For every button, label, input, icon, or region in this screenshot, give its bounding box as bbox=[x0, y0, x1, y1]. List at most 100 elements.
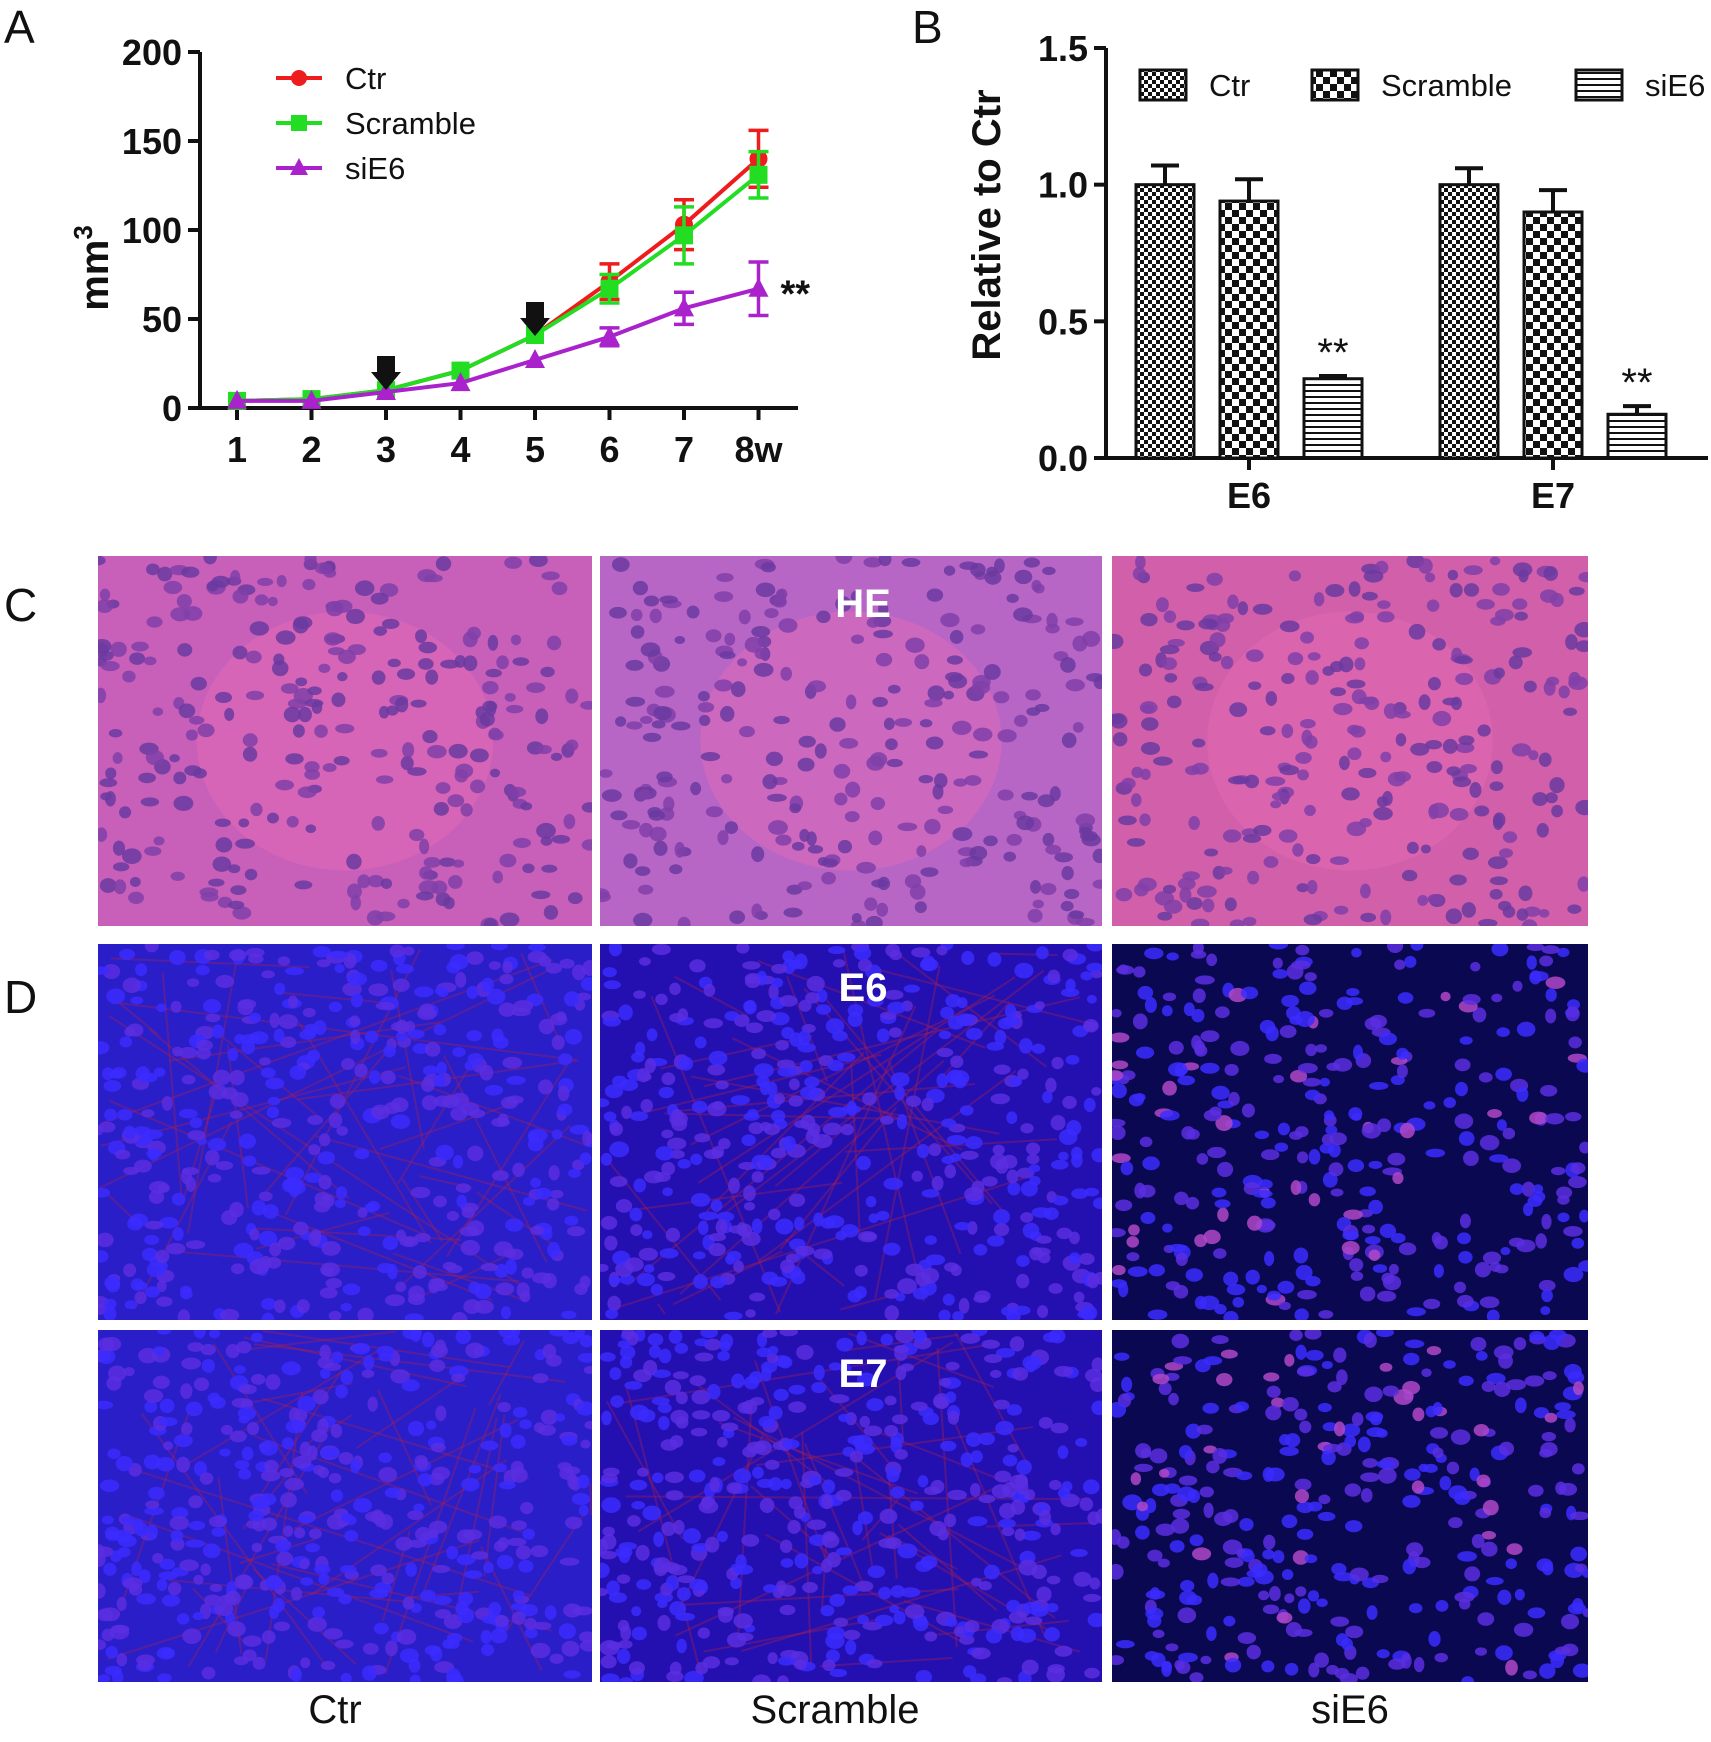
cell-nucleus bbox=[1291, 960, 1311, 970]
cell-nucleus bbox=[1491, 993, 1503, 1003]
cell-nucleus bbox=[98, 1608, 114, 1622]
cell-nucleus bbox=[1087, 1511, 1100, 1526]
stain-fiber bbox=[724, 969, 1045, 1214]
cell-nucleus bbox=[1448, 1517, 1463, 1529]
cell-nucleus bbox=[1549, 1330, 1567, 1340]
cell-nucleus bbox=[156, 1280, 167, 1293]
cell-nucleus bbox=[251, 1200, 267, 1216]
cell-nucleus bbox=[636, 1272, 655, 1287]
cell-nucleus bbox=[1431, 1231, 1442, 1245]
cell-nucleus bbox=[1541, 945, 1560, 955]
cell-nucleus bbox=[773, 1388, 789, 1402]
cell-nucleus bbox=[203, 949, 220, 961]
cell-nucleus bbox=[1482, 1251, 1502, 1265]
cell-nucleus bbox=[551, 581, 568, 596]
cell-nucleus bbox=[600, 1352, 616, 1362]
cell-nucleus bbox=[510, 1434, 526, 1449]
cell-nucleus bbox=[450, 1107, 468, 1121]
cell-nucleus bbox=[707, 1064, 726, 1076]
cell-nucleus bbox=[234, 1459, 250, 1470]
cell-nucleus bbox=[1196, 1153, 1209, 1165]
cell-nucleus bbox=[204, 1594, 222, 1606]
cell-nucleus bbox=[1357, 1436, 1371, 1453]
cell-nucleus bbox=[188, 1520, 206, 1531]
cell-nucleus bbox=[669, 1435, 684, 1448]
cell-nucleus bbox=[754, 648, 768, 660]
cell-nucleus bbox=[407, 1420, 425, 1437]
cell-nucleus bbox=[931, 1175, 944, 1191]
cell-nucleus bbox=[1278, 1301, 1291, 1311]
cell-nucleus bbox=[617, 1340, 631, 1349]
cell-nucleus bbox=[894, 1330, 915, 1343]
cell-nucleus bbox=[242, 746, 258, 762]
cell-nucleus bbox=[825, 1018, 845, 1034]
cell-nucleus bbox=[890, 1072, 910, 1087]
cell-nucleus bbox=[768, 1405, 783, 1420]
cell-nucleus bbox=[1314, 1652, 1329, 1668]
cell-nucleus bbox=[439, 857, 456, 867]
cell-nucleus bbox=[1496, 1027, 1510, 1038]
cell-nucleus bbox=[1557, 1212, 1570, 1223]
cell-nucleus bbox=[189, 1117, 203, 1129]
cell-nucleus bbox=[312, 1389, 329, 1405]
cell-nucleus bbox=[502, 1056, 523, 1069]
cell-nucleus bbox=[1558, 685, 1570, 699]
cell-nucleus bbox=[1126, 838, 1146, 847]
legend-swatch bbox=[1138, 68, 1188, 102]
micrograph-texture bbox=[600, 1330, 1102, 1682]
cell-nucleus bbox=[998, 1518, 1016, 1529]
cell-nucleus bbox=[433, 801, 449, 816]
cell-nucleus bbox=[875, 652, 893, 667]
cell-nucleus bbox=[1343, 1209, 1363, 1220]
cell-nucleus bbox=[1135, 1046, 1155, 1059]
cell-nucleus bbox=[1433, 1264, 1444, 1278]
cell-nucleus bbox=[835, 1489, 852, 1502]
cell-nucleus bbox=[105, 767, 117, 780]
cell-nucleus bbox=[1025, 1359, 1037, 1373]
cell-nucleus bbox=[354, 580, 375, 597]
cell-nucleus bbox=[1203, 1502, 1214, 1519]
cell-nucleus bbox=[433, 1074, 446, 1088]
cell-nucleus bbox=[633, 990, 646, 999]
cell-nucleus bbox=[361, 1665, 377, 1681]
cell-nucleus bbox=[1185, 1423, 1202, 1439]
cell-nucleus bbox=[1481, 1530, 1497, 1540]
cell-nucleus bbox=[279, 1467, 295, 1478]
cell-nucleus bbox=[640, 642, 661, 657]
cell-nucleus bbox=[960, 1150, 979, 1160]
stain-fiber bbox=[168, 1579, 408, 1603]
cell-nucleus bbox=[661, 1521, 676, 1537]
cell-nucleus bbox=[832, 959, 846, 968]
cell-nucleus bbox=[1191, 1008, 1205, 1023]
cell-nucleus bbox=[1042, 566, 1056, 576]
cell-nucleus bbox=[873, 629, 893, 639]
cell-nucleus bbox=[143, 1454, 161, 1470]
cell-nucleus bbox=[1030, 880, 1041, 894]
cell-nucleus bbox=[1202, 898, 1215, 913]
cell-nucleus bbox=[1277, 1122, 1290, 1136]
cell-nucleus bbox=[564, 1028, 583, 1045]
cell-nucleus bbox=[703, 983, 716, 997]
stain-fiber bbox=[874, 965, 941, 1299]
cell-nucleus bbox=[853, 945, 872, 961]
cell-nucleus bbox=[443, 896, 455, 910]
cell-nucleus bbox=[1346, 679, 1366, 689]
cell-nucleus bbox=[779, 1604, 796, 1616]
data-point bbox=[291, 115, 307, 131]
cell-nucleus bbox=[179, 1559, 199, 1572]
cell-nucleus bbox=[157, 1417, 178, 1427]
cell-nucleus bbox=[574, 1283, 588, 1295]
cell-nucleus bbox=[1196, 1424, 1213, 1435]
cell-nucleus bbox=[249, 1012, 261, 1023]
cell-nucleus bbox=[413, 1503, 425, 1512]
cell-nucleus bbox=[947, 1489, 967, 1501]
cell-nucleus bbox=[275, 1539, 291, 1553]
cell-nucleus bbox=[110, 641, 127, 657]
cell-nucleus bbox=[709, 1477, 720, 1493]
cell-nucleus bbox=[1295, 1264, 1313, 1281]
cell-nucleus bbox=[351, 1342, 371, 1355]
cell-nucleus bbox=[950, 1055, 964, 1068]
cell-nucleus bbox=[318, 1572, 330, 1585]
cell-nucleus bbox=[1498, 848, 1514, 858]
cell-nucleus bbox=[294, 1527, 306, 1539]
